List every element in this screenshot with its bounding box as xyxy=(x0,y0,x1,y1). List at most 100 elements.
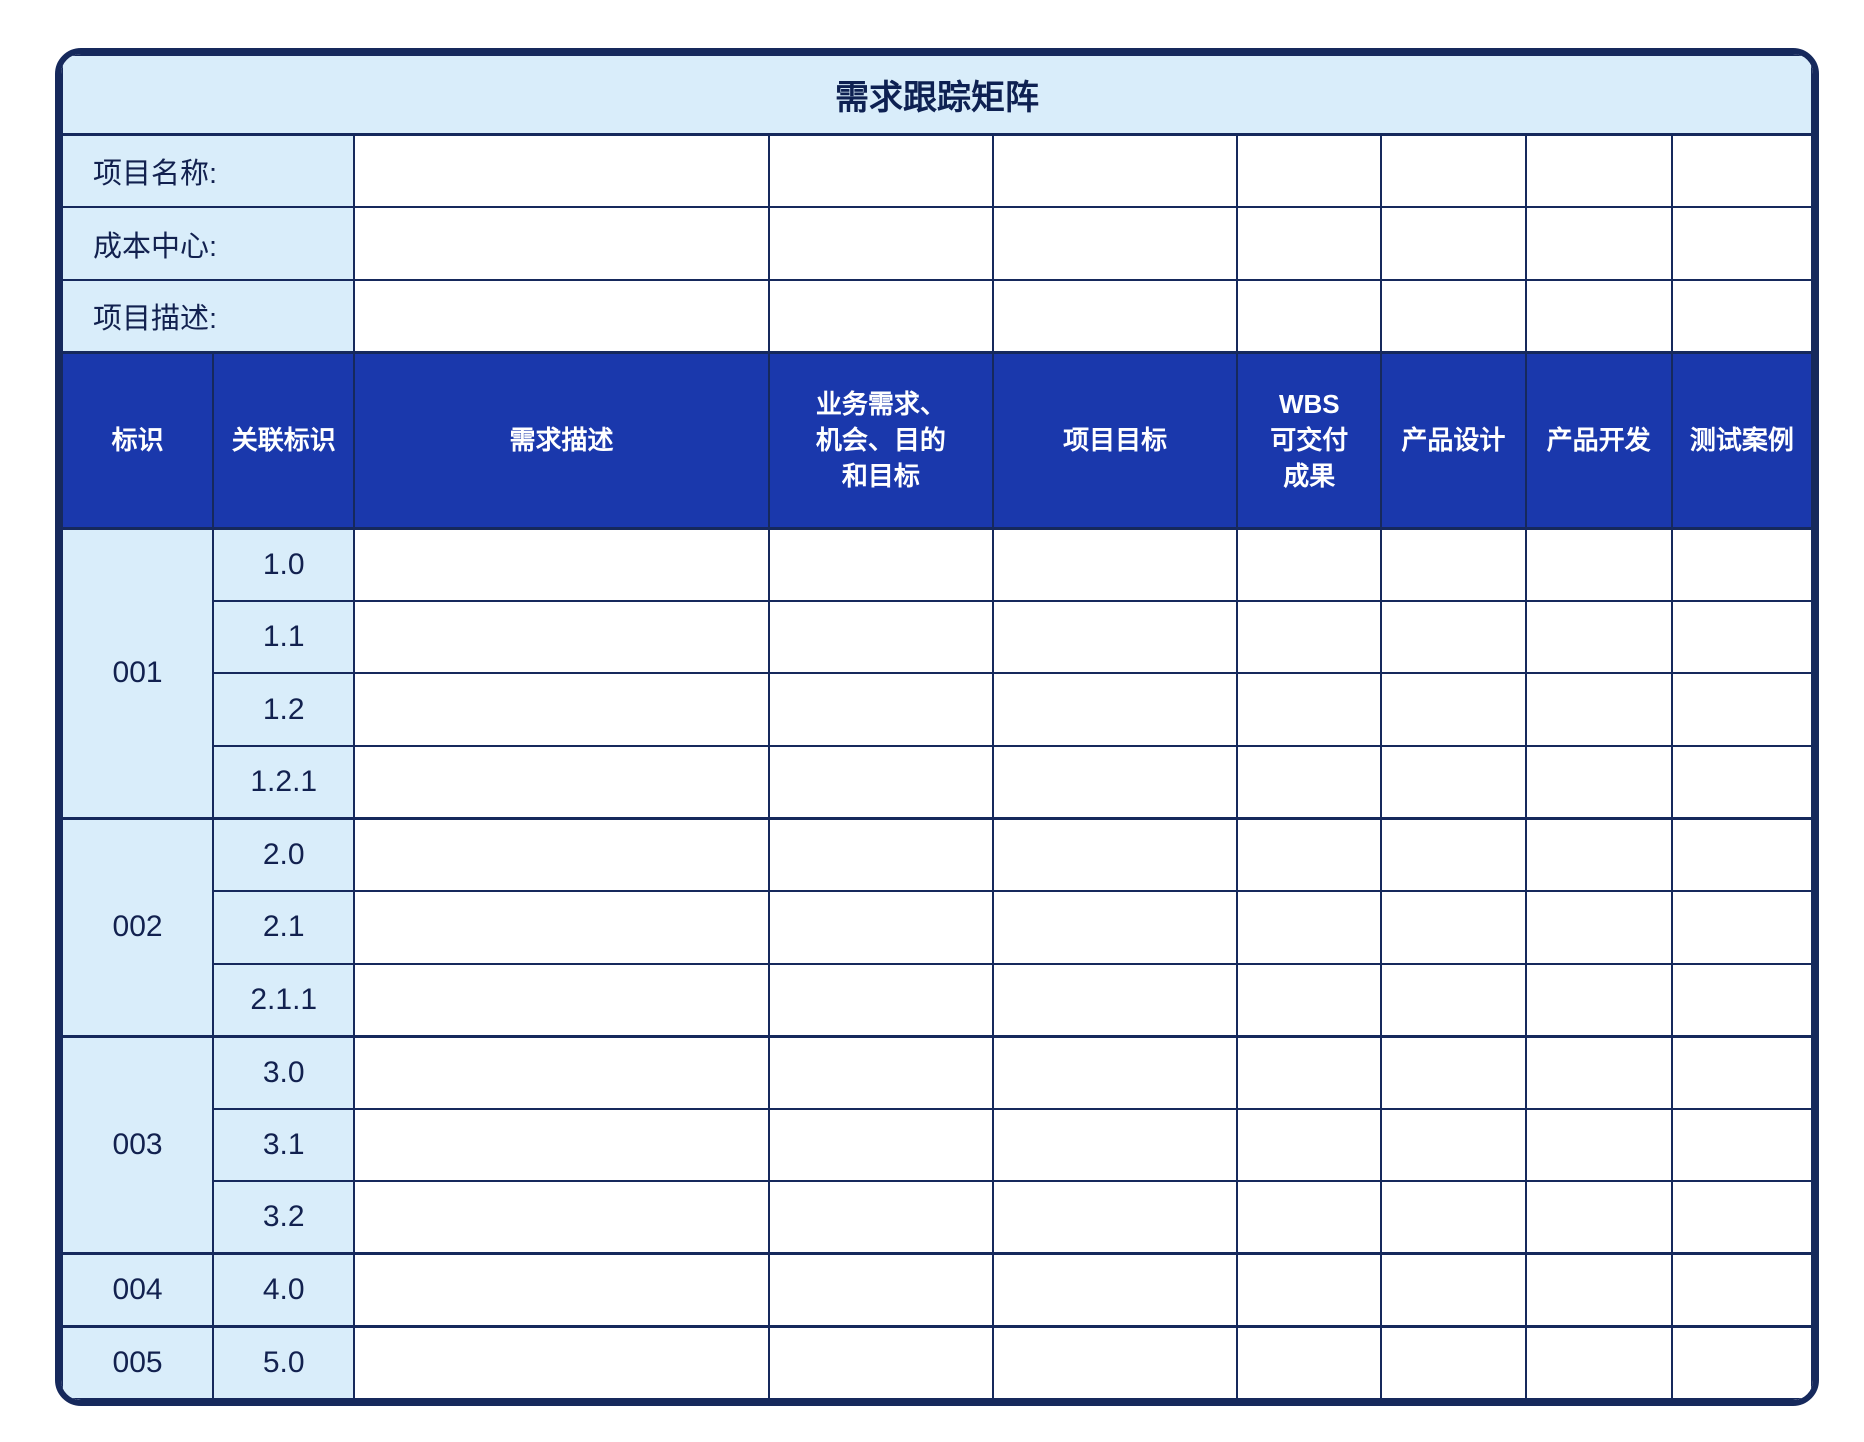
info-empty-cell[interactable] xyxy=(991,206,1239,281)
info-empty-cell[interactable] xyxy=(1236,133,1383,209)
empty-cell[interactable] xyxy=(1380,526,1527,602)
empty-cell[interactable] xyxy=(991,1324,1239,1400)
empty-cell[interactable] xyxy=(353,962,770,1038)
empty-cell[interactable] xyxy=(1380,744,1527,820)
project-name-value-cell[interactable] xyxy=(353,133,770,209)
empty-cell[interactable] xyxy=(353,1180,770,1255)
info-empty-cell[interactable] xyxy=(1670,278,1813,354)
empty-cell[interactable] xyxy=(1524,672,1673,747)
empty-cell[interactable] xyxy=(1380,1107,1527,1183)
empty-cell[interactable] xyxy=(1236,1107,1383,1183)
empty-cell[interactable] xyxy=(1670,1252,1813,1328)
empty-cell[interactable] xyxy=(1236,890,1383,965)
empty-cell[interactable] xyxy=(353,816,770,892)
info-empty-cell[interactable] xyxy=(1524,133,1673,209)
empty-cell[interactable] xyxy=(767,1252,994,1328)
empty-cell[interactable] xyxy=(991,599,1239,675)
empty-cell[interactable] xyxy=(767,890,994,965)
empty-cell[interactable] xyxy=(353,1107,770,1183)
empty-cell[interactable] xyxy=(1524,1180,1673,1255)
empty-cell[interactable] xyxy=(767,526,994,602)
info-empty-cell[interactable] xyxy=(1236,278,1383,354)
empty-cell[interactable] xyxy=(1236,744,1383,820)
empty-cell[interactable] xyxy=(1524,1252,1673,1328)
empty-cell[interactable] xyxy=(353,1252,770,1328)
empty-cell[interactable] xyxy=(1670,672,1813,747)
empty-cell[interactable] xyxy=(1524,962,1673,1038)
info-empty-cell[interactable] xyxy=(1524,278,1673,354)
info-empty-cell[interactable] xyxy=(1380,278,1527,354)
empty-cell[interactable] xyxy=(991,526,1239,602)
empty-cell[interactable] xyxy=(767,1034,994,1110)
empty-cell[interactable] xyxy=(353,890,770,965)
empty-cell[interactable] xyxy=(1524,816,1673,892)
empty-cell[interactable] xyxy=(1670,962,1813,1038)
empty-cell[interactable] xyxy=(991,744,1239,820)
empty-cell[interactable] xyxy=(353,744,770,820)
info-empty-cell[interactable] xyxy=(991,278,1239,354)
empty-cell[interactable] xyxy=(1380,890,1527,965)
empty-cell[interactable] xyxy=(767,962,994,1038)
empty-cell[interactable] xyxy=(1524,1034,1673,1110)
empty-cell[interactable] xyxy=(1380,1180,1527,1255)
empty-cell[interactable] xyxy=(353,599,770,675)
empty-cell[interactable] xyxy=(767,672,994,747)
empty-cell[interactable] xyxy=(353,672,770,747)
info-empty-cell[interactable] xyxy=(767,206,994,281)
empty-cell[interactable] xyxy=(1236,526,1383,602)
info-empty-cell[interactable] xyxy=(1236,206,1383,281)
empty-cell[interactable] xyxy=(1236,672,1383,747)
empty-cell[interactable] xyxy=(1380,816,1527,892)
info-empty-cell[interactable] xyxy=(1380,133,1527,209)
info-empty-cell[interactable] xyxy=(767,278,994,354)
empty-cell[interactable] xyxy=(353,1034,770,1110)
empty-cell[interactable] xyxy=(1380,1324,1527,1400)
empty-cell[interactable] xyxy=(1670,1180,1813,1255)
empty-cell[interactable] xyxy=(1524,599,1673,675)
empty-cell[interactable] xyxy=(767,599,994,675)
empty-cell[interactable] xyxy=(1380,1034,1527,1110)
empty-cell[interactable] xyxy=(1380,599,1527,675)
empty-cell[interactable] xyxy=(1670,526,1813,602)
empty-cell[interactable] xyxy=(1524,890,1673,965)
empty-cell[interactable] xyxy=(991,1107,1239,1183)
info-empty-cell[interactable] xyxy=(991,133,1239,209)
empty-cell[interactable] xyxy=(1524,526,1673,602)
empty-cell[interactable] xyxy=(991,672,1239,747)
empty-cell[interactable] xyxy=(353,1324,770,1400)
empty-cell[interactable] xyxy=(991,962,1239,1038)
empty-cell[interactable] xyxy=(1670,1324,1813,1400)
empty-cell[interactable] xyxy=(991,1252,1239,1328)
empty-cell[interactable] xyxy=(1670,1107,1813,1183)
empty-cell[interactable] xyxy=(767,816,994,892)
empty-cell[interactable] xyxy=(1670,816,1813,892)
empty-cell[interactable] xyxy=(767,744,994,820)
empty-cell[interactable] xyxy=(767,1180,994,1255)
empty-cell[interactable] xyxy=(767,1324,994,1400)
empty-cell[interactable] xyxy=(1236,1180,1383,1255)
empty-cell[interactable] xyxy=(767,1107,994,1183)
info-empty-cell[interactable] xyxy=(767,133,994,209)
empty-cell[interactable] xyxy=(991,1180,1239,1255)
empty-cell[interactable] xyxy=(1670,599,1813,675)
empty-cell[interactable] xyxy=(1236,599,1383,675)
empty-cell[interactable] xyxy=(1524,1324,1673,1400)
info-empty-cell[interactable] xyxy=(1380,206,1527,281)
info-empty-cell[interactable] xyxy=(1670,133,1813,209)
empty-cell[interactable] xyxy=(1236,1324,1383,1400)
empty-cell[interactable] xyxy=(991,1034,1239,1110)
project-description-value-cell[interactable] xyxy=(353,278,770,354)
info-empty-cell[interactable] xyxy=(1670,206,1813,281)
empty-cell[interactable] xyxy=(1236,962,1383,1038)
empty-cell[interactable] xyxy=(1236,1252,1383,1328)
empty-cell[interactable] xyxy=(991,890,1239,965)
empty-cell[interactable] xyxy=(1380,962,1527,1038)
empty-cell[interactable] xyxy=(353,526,770,602)
cost-center-value-cell[interactable] xyxy=(353,206,770,281)
empty-cell[interactable] xyxy=(1524,1107,1673,1183)
empty-cell[interactable] xyxy=(1380,1252,1527,1328)
empty-cell[interactable] xyxy=(1670,744,1813,820)
empty-cell[interactable] xyxy=(991,816,1239,892)
empty-cell[interactable] xyxy=(1236,816,1383,892)
empty-cell[interactable] xyxy=(1670,890,1813,965)
